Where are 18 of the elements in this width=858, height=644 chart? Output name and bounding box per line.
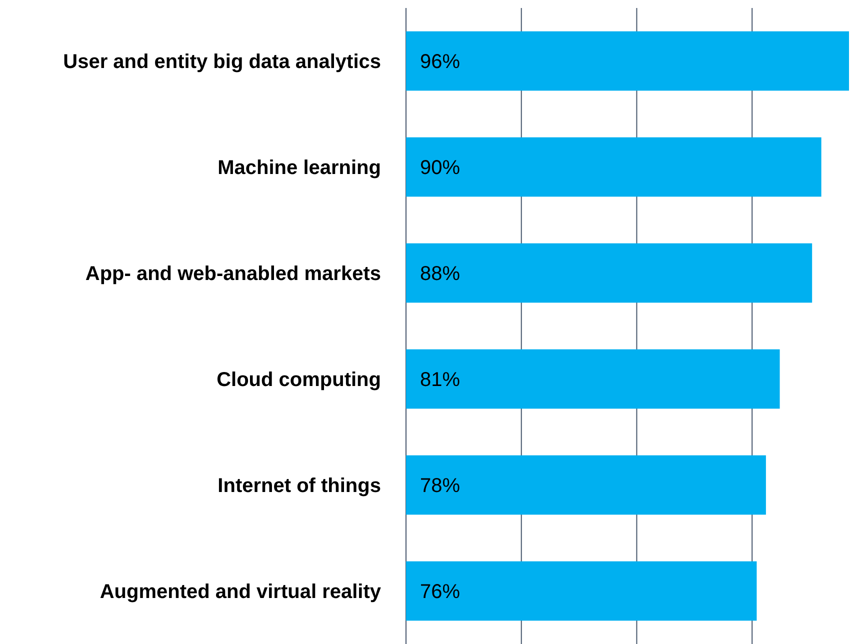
data-label: 88% (420, 263, 460, 285)
y-tick-label: User and entity big data analytics (63, 51, 381, 73)
data-label: 90% (420, 157, 460, 179)
y-tick-label: Machine learning (218, 157, 381, 179)
bar (406, 455, 766, 515)
data-label: 81% (420, 369, 460, 391)
data-label: 78% (420, 475, 460, 497)
y-tick-label: Cloud computing (216, 369, 381, 391)
data-label: 96% (420, 51, 460, 73)
bar (406, 243, 812, 303)
y-tick-label: App- and web-anabled markets (85, 263, 381, 285)
y-tick-label: Augmented and virtual reality (100, 581, 382, 603)
bar (406, 349, 780, 409)
bar (406, 31, 849, 91)
bar (406, 561, 757, 621)
y-tick-label: Internet of things (218, 475, 381, 497)
data-label: 76% (420, 581, 460, 603)
bar (406, 137, 822, 197)
